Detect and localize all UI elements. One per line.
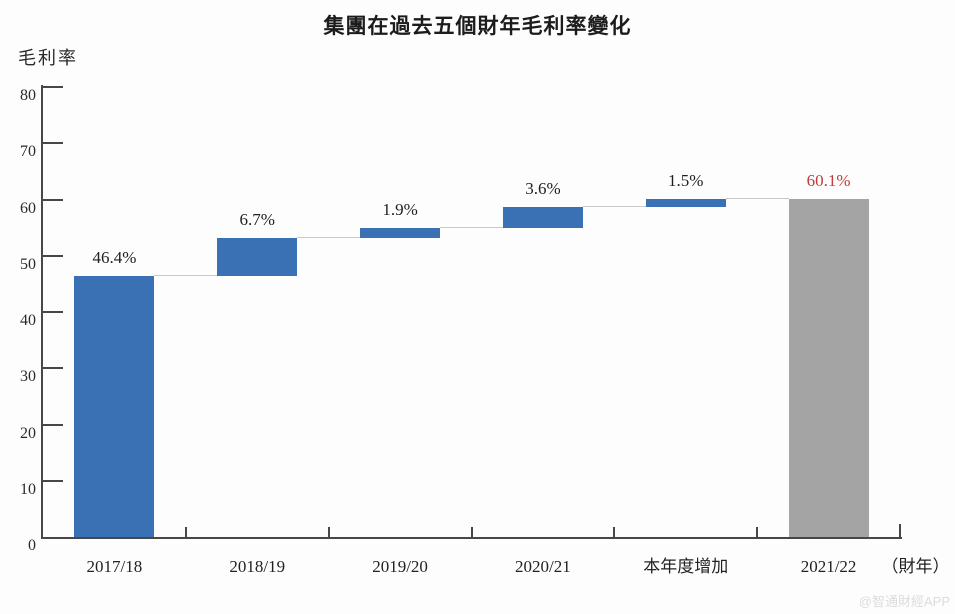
y-axis-tick <box>43 254 63 257</box>
watermark: @智通財經APP <box>858 594 950 609</box>
waterfall-bar-2017/18 <box>74 276 155 537</box>
chart-title: 集團在過去五個財年毛利率變化 <box>323 14 632 38</box>
y-axis-tick <box>43 479 63 482</box>
waterfall-connector <box>725 197 789 199</box>
x-category-label: 2019/20 <box>372 557 428 576</box>
x-category-label: 2017/18 <box>86 557 143 576</box>
y-tick-label: 70 <box>20 143 36 161</box>
y-tick-label: 80 <box>20 87 36 104</box>
waterfall-bar-2019/20 <box>360 227 441 239</box>
x-axis-tick <box>756 527 759 537</box>
x-category-label: 2021/22 <box>800 557 857 576</box>
waterfall-connector <box>154 275 218 276</box>
y-axis-line <box>41 85 43 539</box>
x-axis-tick <box>470 527 473 537</box>
x-axis-unit-label: （財年） <box>881 557 950 576</box>
x-category-label: 2020/21 <box>515 557 571 576</box>
x-axis-tick <box>184 527 187 537</box>
x-category-label: 本年度增加 <box>643 557 729 576</box>
y-axis-tick <box>43 86 63 88</box>
waterfall-bar-2020/21 <box>502 207 583 228</box>
waterfall-connector <box>440 226 503 228</box>
y-tick-label: 10 <box>20 480 36 498</box>
bar-value-label: 60.1% <box>806 170 851 190</box>
y-axis-tick <box>43 367 63 370</box>
x-axis-end-tick <box>899 524 901 537</box>
waterfall-bar-2021/22 <box>788 198 869 537</box>
x-axis-line <box>41 537 902 539</box>
y-axis-tick <box>43 142 63 145</box>
y-tick-label: 20 <box>20 424 36 442</box>
y-tick-label: 0 <box>28 537 36 554</box>
waterfall-connector <box>582 206 646 208</box>
y-tick-label: 30 <box>20 368 36 386</box>
y-axis-tick <box>43 311 63 313</box>
bar-value-label: 1.5% <box>668 170 704 190</box>
x-category-label: 2018/19 <box>229 557 286 576</box>
bar-value-label: 1.9% <box>382 199 418 219</box>
bar-value-label: 6.7% <box>239 210 275 230</box>
waterfall-connector <box>297 237 361 239</box>
y-axis-tick <box>43 423 63 426</box>
y-axis-title: 毛利率 <box>18 48 78 68</box>
bar-value-label: 46.4% <box>92 248 137 267</box>
y-tick-label: 50 <box>20 255 36 273</box>
waterfall-bar-本年度增加 <box>645 198 726 208</box>
x-axis-tick <box>613 527 616 537</box>
y-axis-tick <box>43 198 63 201</box>
waterfall-bar-2018/19 <box>217 238 298 276</box>
y-tick-label: 40 <box>20 312 36 329</box>
bar-value-label: 3.6% <box>525 179 561 199</box>
x-axis-tick <box>327 527 330 537</box>
y-tick-label: 60 <box>20 199 36 217</box>
